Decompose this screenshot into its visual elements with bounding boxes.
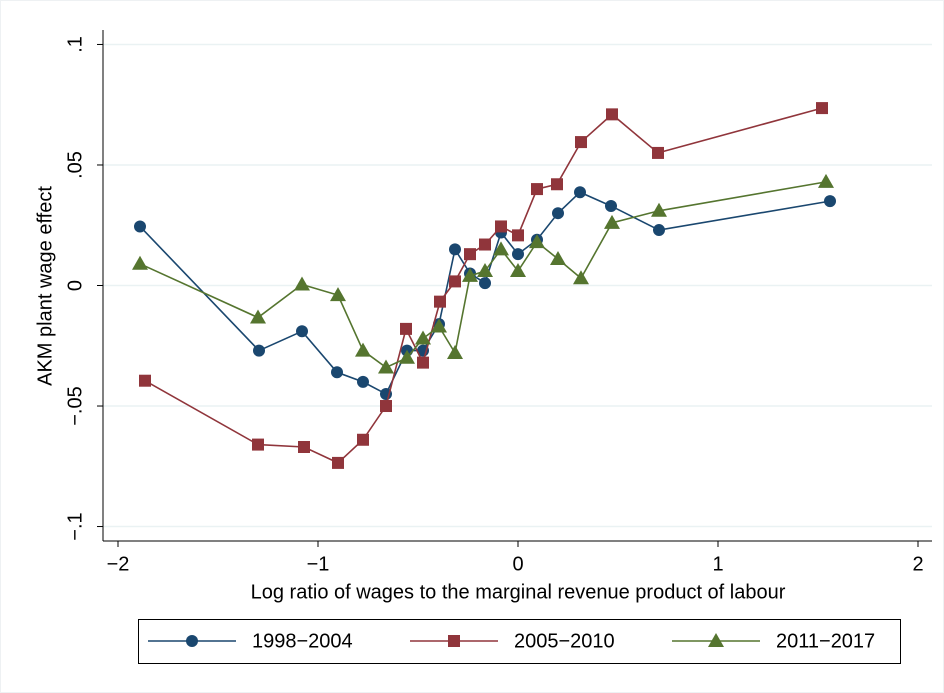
- marker: [816, 102, 828, 115]
- marker: [824, 195, 836, 208]
- marker: [550, 250, 566, 265]
- marker: [479, 238, 491, 251]
- marker: [462, 267, 478, 282]
- x-tick-label: 0: [512, 553, 523, 575]
- marker: [253, 344, 265, 357]
- marker: [400, 322, 412, 335]
- marker: [708, 633, 724, 647]
- marker: [651, 202, 667, 217]
- marker: [551, 178, 563, 191]
- marker: [250, 309, 266, 324]
- y-tick-label: .05: [64, 151, 86, 179]
- marker: [531, 183, 543, 196]
- marker: [296, 325, 308, 338]
- marker: [331, 366, 343, 379]
- marker: [495, 220, 507, 233]
- marker: [575, 136, 587, 149]
- marker: [606, 108, 618, 121]
- marker: [134, 220, 146, 233]
- marker: [399, 349, 415, 364]
- marker: [434, 295, 446, 308]
- y-tick-label: −.05: [64, 386, 86, 425]
- marker: [510, 263, 526, 278]
- series-line: [139, 181, 827, 369]
- x-tick-label: 2: [912, 553, 923, 575]
- marker: [512, 248, 524, 261]
- legend-label: 1998−2004: [252, 630, 353, 652]
- x-tick-label: −1: [307, 553, 330, 575]
- marker: [132, 255, 148, 270]
- marker: [464, 248, 476, 261]
- marker: [605, 199, 617, 212]
- marker: [449, 243, 461, 256]
- marker: [357, 433, 369, 446]
- marker: [449, 275, 461, 288]
- marker: [357, 375, 369, 388]
- marker: [417, 356, 429, 369]
- y-tick-label: .1: [64, 36, 86, 53]
- marker: [378, 359, 394, 374]
- marker: [529, 234, 545, 249]
- marker: [380, 400, 392, 413]
- marker: [252, 438, 264, 451]
- marker: [479, 277, 491, 290]
- marker: [448, 635, 460, 647]
- marker: [415, 330, 431, 345]
- marker: [573, 270, 589, 285]
- marker: [604, 214, 620, 229]
- legend-box: [138, 619, 901, 664]
- marker: [493, 241, 509, 256]
- marker: [298, 440, 310, 453]
- marker: [330, 287, 346, 302]
- marker: [332, 456, 344, 469]
- marker: [652, 146, 664, 159]
- y-tick-label: −.1: [64, 512, 86, 540]
- x-tick-label: 1: [712, 553, 723, 575]
- marker: [477, 263, 493, 278]
- marker: [512, 229, 524, 242]
- x-axis-title: Log ratio of wages to the marginal reven…: [251, 581, 786, 603]
- y-axis-title: AKM plant wage effect: [34, 186, 56, 386]
- marker: [574, 186, 586, 199]
- x-tick-label: −2: [107, 553, 130, 575]
- marker: [294, 276, 310, 291]
- marker: [653, 224, 665, 237]
- y-tick-label: 0: [64, 280, 86, 291]
- legend-label: 2011−2017: [776, 630, 875, 652]
- marker: [186, 635, 198, 647]
- marker: [552, 207, 564, 220]
- marker: [139, 374, 151, 387]
- marker: [818, 173, 834, 188]
- marker: [447, 344, 463, 359]
- marker: [431, 318, 447, 333]
- legend-label: 2005−2010: [514, 630, 615, 652]
- marker: [355, 342, 371, 357]
